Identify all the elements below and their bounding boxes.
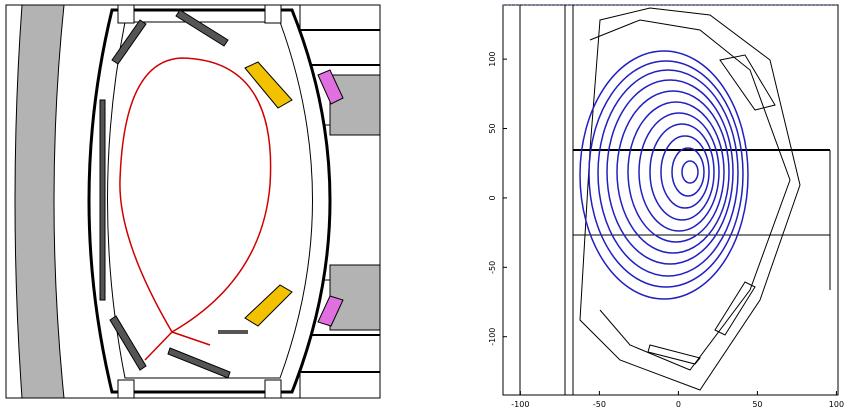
x-tick-label: -100: [511, 400, 529, 409]
figure: -100 -50 0 50 100 -100 -50 0 50 100: [0, 0, 854, 413]
coil-top: [330, 75, 380, 135]
y-tick-label: -100: [488, 328, 497, 346]
left-panel: [6, 5, 380, 398]
right-panel: -100 -50 0 50 100 -100 -50 0 50 100: [488, 5, 844, 409]
limiter: [218, 330, 248, 334]
first-wall: [108, 22, 313, 378]
y-tick-label: -50: [488, 261, 497, 274]
x-tick-label: 0: [676, 400, 681, 409]
x-tick-label: 100: [829, 400, 844, 409]
y-tick-label: 0: [488, 195, 497, 200]
y-tick-label: 50: [488, 123, 497, 133]
y-tick-label: 100: [488, 51, 497, 66]
coil-bottom: [330, 265, 380, 330]
x-tick-label: 50: [752, 400, 762, 409]
x-tick-label: -50: [593, 400, 606, 409]
